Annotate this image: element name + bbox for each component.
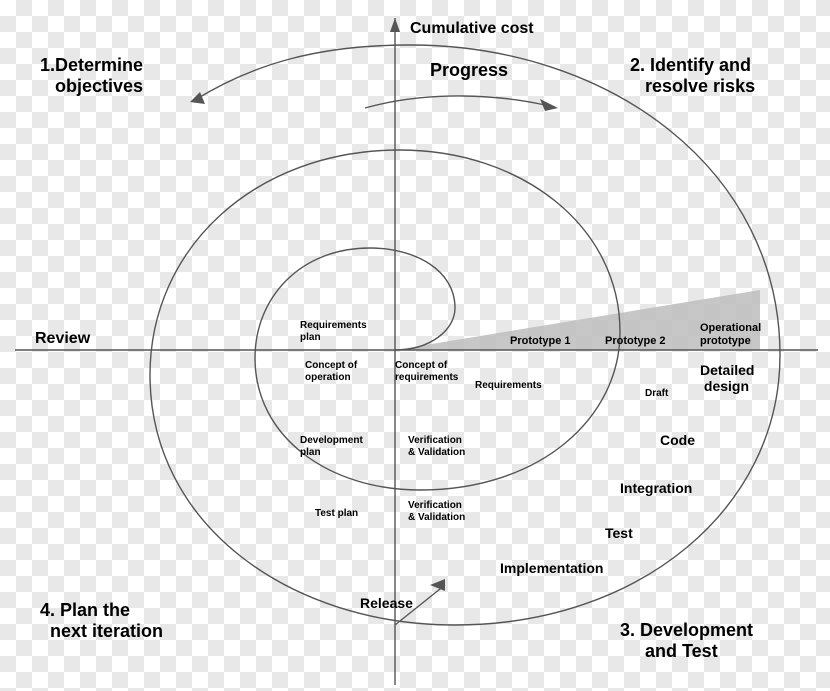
progress-arc	[365, 96, 545, 108]
label-proto2: Prototype 2	[605, 335, 666, 348]
label-draft: Draft	[645, 388, 668, 400]
progress-arrowhead	[540, 99, 558, 111]
release-arrowhead	[430, 579, 445, 591]
label-detailed: Detailed design	[700, 362, 754, 394]
label-integration: Integration	[620, 480, 692, 496]
label-implementation: Implementation	[500, 560, 603, 576]
label-vv1: Verification & Validation	[408, 435, 465, 458]
label-concept-op: Concept of operation	[305, 360, 357, 383]
label-concept-req: Concept of requirements	[395, 360, 458, 383]
label-test: Test	[605, 525, 633, 541]
label-q1: 1.Determine objectives	[40, 55, 143, 96]
y-axis-arrowhead	[390, 18, 400, 32]
label-q2: 2. Identify and resolve risks	[630, 55, 755, 96]
label-code: Code	[660, 432, 695, 448]
label-vv2: Verification & Validation	[408, 500, 465, 523]
label-dev-plan: Development plan	[300, 435, 363, 458]
label-requirements: Requirements	[475, 380, 542, 392]
label-review: Review	[35, 330, 90, 348]
label-proto1: Prototype 1	[510, 335, 571, 348]
label-q4: 4. Plan the next iteration	[40, 600, 163, 641]
spiral-arrowhead	[190, 92, 205, 104]
label-progress: Progress	[430, 60, 508, 81]
label-release: Release	[360, 595, 413, 611]
label-op-proto: Operational prototype	[700, 322, 761, 347]
label-cumulative-cost: Cumulative cost	[410, 20, 534, 38]
label-req-plan: Requirements plan	[300, 320, 367, 343]
label-q3: 3. Development and Test	[620, 620, 753, 661]
label-test-plan: Test plan	[315, 508, 358, 520]
